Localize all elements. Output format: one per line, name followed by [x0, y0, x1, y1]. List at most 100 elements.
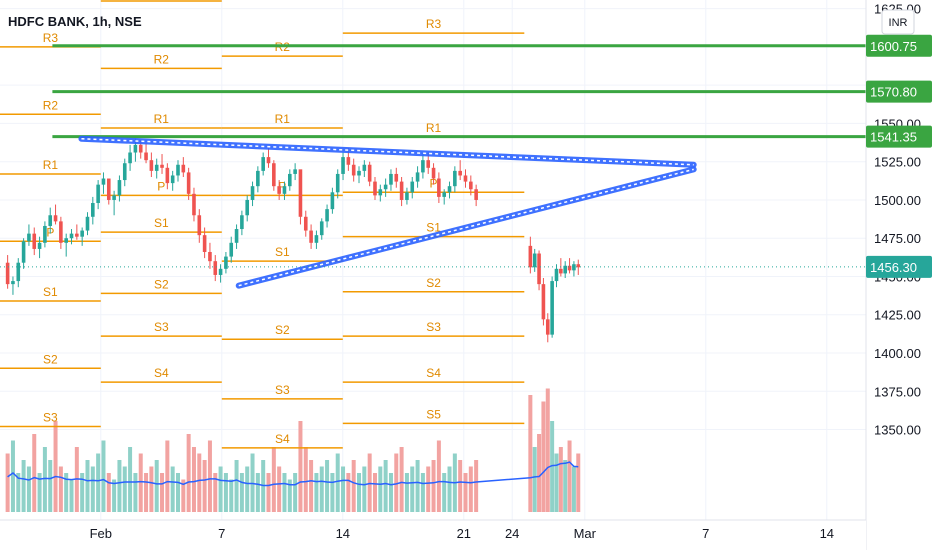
- time-tick-label: Mar: [574, 526, 597, 541]
- last-price-label: 1456.30: [870, 260, 917, 275]
- candle-body: [373, 181, 377, 196]
- candle-body: [399, 181, 404, 200]
- volume-bar: [37, 473, 42, 512]
- pivot-label-s2: S2: [275, 323, 290, 337]
- candle-body: [101, 178, 106, 185]
- volume-bar: [468, 466, 473, 512]
- resistance-levels[interactable]: [52, 44, 866, 139]
- volume-bar: [106, 473, 111, 512]
- volume-bar: [325, 460, 330, 512]
- candle-body: [154, 164, 159, 171]
- time-tick-label: 14: [336, 526, 350, 541]
- volume-bar: [255, 473, 260, 512]
- volume-bar: [53, 421, 58, 512]
- candle-body: [442, 192, 446, 197]
- candle-body: [149, 160, 154, 171]
- candle-body: [16, 262, 21, 282]
- volume-bar: [117, 460, 122, 512]
- volume-bar: [21, 460, 26, 512]
- candle-body: [325, 209, 329, 222]
- volume-bar: [330, 473, 335, 512]
- pivot-label-s3: S3: [43, 410, 58, 424]
- volume-bars: [5, 388, 581, 512]
- volume-bar: [96, 453, 101, 512]
- resistance-badge-label-2: 1541.35: [870, 130, 917, 145]
- candle-body: [453, 170, 457, 187]
- candle-body: [5, 262, 10, 285]
- volume-bar: [128, 447, 133, 512]
- volume-bar: [298, 421, 303, 512]
- candle-body: [541, 284, 546, 320]
- volume-bar: [558, 447, 563, 512]
- candle-body: [474, 189, 478, 200]
- candle-body: [298, 169, 303, 217]
- volume-bar: [372, 473, 377, 512]
- volume-bar: [528, 395, 533, 512]
- last-price-badge: [866, 255, 932, 278]
- candle-body: [415, 172, 420, 182]
- volume-bar: [160, 473, 165, 512]
- candle-body: [572, 264, 576, 271]
- volume-bar: [293, 473, 298, 512]
- candle-body: [463, 175, 468, 182]
- volume-bar: [218, 466, 223, 512]
- currency-box[interactable]: INR: [881, 9, 915, 35]
- pivot-label-s3: S3: [154, 320, 169, 334]
- pivot-levels: R3R2R1PS1S2S3R3R2R1PS1S2S3S4R2R1PS1S2S3S…: [0, 0, 525, 449]
- volume-bar: [90, 466, 95, 512]
- volume-bar: [64, 473, 69, 512]
- candle-body: [559, 268, 563, 274]
- candle-body: [303, 216, 308, 231]
- volume-bar: [112, 479, 117, 512]
- volume-bar: [170, 466, 175, 512]
- pivot-label-s1: S1: [43, 285, 58, 299]
- volume-bar: [447, 466, 452, 512]
- pivot-label-s5: S5: [426, 407, 441, 421]
- volume-bar: [404, 473, 409, 512]
- triangle-lower-center: [238, 168, 694, 287]
- candle-body: [335, 173, 340, 193]
- volume-bar: [186, 434, 191, 512]
- price-tick-label: 1425.00: [874, 308, 921, 323]
- volume-bar: [69, 479, 74, 512]
- candle-body: [53, 215, 58, 222]
- resistance-badge-label-0: 1600.75: [870, 39, 917, 54]
- candle-body: [69, 233, 74, 239]
- candle-body: [563, 265, 567, 274]
- volume-bar: [287, 479, 292, 512]
- volume-bar: [207, 440, 212, 512]
- candle-body: [91, 203, 95, 217]
- volume-bar: [133, 473, 138, 512]
- candle-body: [357, 170, 361, 176]
- volume-bar: [567, 440, 572, 512]
- candle-body: [128, 152, 132, 164]
- triangle-pattern[interactable]: [78, 135, 697, 289]
- price-badges: 1600.75 1570.80 1541.35 1456.30: [866, 34, 932, 278]
- candle-body: [567, 265, 572, 271]
- pivot-label-s1: S1: [426, 221, 441, 235]
- volume-bar: [426, 466, 431, 512]
- candle-body: [426, 160, 431, 168]
- volume-bar: [175, 473, 180, 512]
- volume-bar: [48, 460, 53, 512]
- volume-bar: [576, 453, 581, 512]
- time-axis[interactable]: Feb 7 14 21 24 Mar 7 14: [0, 519, 866, 550]
- volume-bar: [266, 473, 271, 512]
- candle-body: [447, 186, 452, 193]
- volume-bar: [239, 473, 244, 512]
- candle-body: [208, 251, 212, 262]
- candle-body: [64, 238, 68, 243]
- time-tick-label: 24: [505, 526, 519, 541]
- volume-bar: [388, 473, 393, 512]
- candle-body: [165, 167, 170, 184]
- volume-bar: [277, 466, 282, 512]
- volume-bar: [42, 447, 47, 512]
- volume-bar: [181, 479, 186, 512]
- pivot-label-r1: R1: [426, 121, 442, 135]
- volume-bar: [122, 466, 127, 512]
- candle-body: [266, 157, 271, 164]
- volume-moving-average: [7, 461, 579, 487]
- candle-body: [554, 268, 559, 282]
- candle-body: [362, 164, 367, 171]
